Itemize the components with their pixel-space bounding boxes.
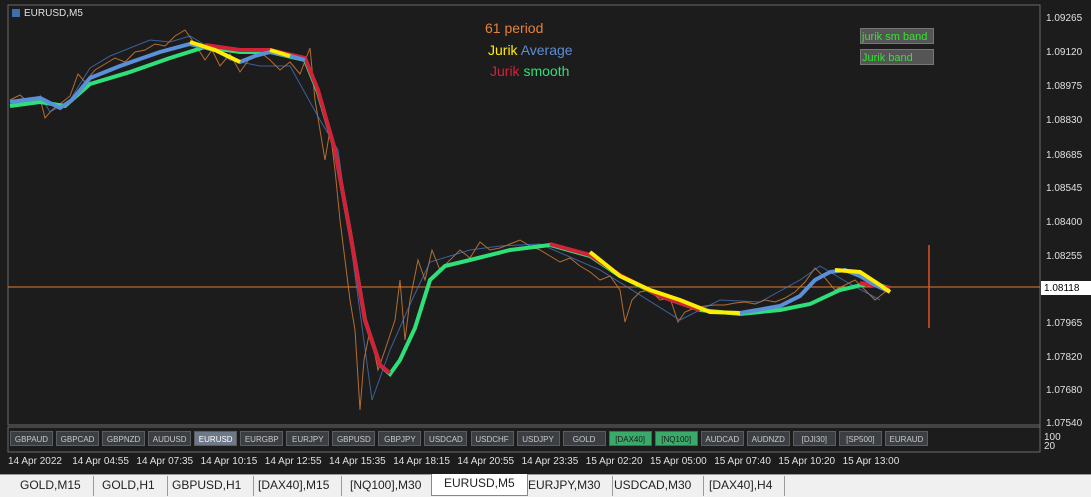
chart-symbol: EURUSD,M5 — [24, 8, 83, 19]
time-label: 14 Apr 18:15 — [393, 456, 450, 467]
symbol-button[interactable]: [NQ100] — [654, 431, 698, 446]
symbol-button[interactable]: [SP500] — [838, 431, 882, 446]
chart-tab[interactable]: GOLD,M15 — [8, 476, 94, 496]
time-label: 15 Apr 10:20 — [778, 456, 836, 467]
legend-word: Average — [520, 42, 573, 58]
time-label: 14 Apr 2022 — [8, 456, 62, 467]
chart-tab[interactable]: [DAX40],M15 — [246, 476, 343, 496]
band-label: Jurik band — [860, 49, 934, 65]
symbol-button[interactable]: GBPJPY — [378, 431, 422, 446]
jurik-average-up-3 — [834, 268, 892, 294]
time-label: 15 Apr 02:20 — [585, 456, 643, 467]
chart-tab[interactable]: GBPUSD,H1 — [160, 476, 255, 496]
current-price: 1.08118 — [1044, 283, 1080, 294]
price-bars — [9, 29, 891, 411]
jurik-average — [9, 41, 306, 111]
price-label: 1.08400 — [1046, 217, 1083, 228]
symbol-button[interactable]: GOLD — [562, 431, 606, 446]
time-label: 15 Apr 13:00 — [842, 456, 900, 467]
price-label: 1.09265 — [1046, 13, 1083, 24]
time-label: 14 Apr 04:55 — [72, 456, 129, 467]
time-label: 14 Apr 10:15 — [200, 456, 258, 467]
symbol-button[interactable]: EURGBP — [240, 431, 284, 446]
legend-word: smooth — [523, 63, 570, 79]
symbol-icon — [12, 9, 20, 17]
price-label: 1.08255 — [1046, 251, 1083, 262]
price-label: 1.08685 — [1046, 150, 1083, 161]
chart-tab[interactable]: GOLD,H1 — [90, 476, 168, 496]
chart-tab[interactable]: [DAX40],H4 — [697, 476, 786, 496]
symbol-button[interactable]: GBPUSD — [332, 431, 376, 446]
symbol-button[interactable]: AUDUSD — [148, 431, 192, 446]
symbol-button[interactable]: GBPAUD — [10, 431, 53, 446]
chart-tab[interactable]: USDCAD,M30 — [602, 476, 705, 496]
chart-tab[interactable]: EURJPY,M30 — [516, 476, 614, 496]
symbol-button[interactable]: USDCHF — [470, 431, 514, 446]
symbol-button[interactable]: [DAX40] — [608, 431, 652, 446]
price-label: 1.09120 — [1046, 47, 1083, 58]
time-label: 15 Apr 07:40 — [714, 456, 771, 467]
time-label: 14 Apr 15:35 — [329, 456, 386, 467]
legend-average: Jurik Average — [488, 42, 573, 58]
legend-period: 61 period — [485, 20, 544, 36]
chart-frame — [7, 4, 1041, 426]
current-price-box — [1041, 281, 1091, 295]
symbol-button[interactable]: GBPCAD — [56, 431, 100, 446]
price-label: 1.07540 — [1046, 418, 1083, 429]
symbol-button[interactable]: [DJI30] — [792, 431, 836, 446]
symbol-button[interactable]: EURUSD — [194, 431, 238, 446]
symbol-button[interactable]: EURAUD — [884, 431, 928, 446]
price-label: 1.08830 — [1046, 115, 1083, 126]
price-label: 1.07680 — [1046, 385, 1083, 396]
legend-smooth: Jurik smooth — [490, 63, 569, 79]
indicator-scale: 100 — [1044, 432, 1061, 443]
price-label: 1.08975 — [1046, 81, 1083, 92]
indicator-scale: 20 — [1044, 441, 1056, 452]
legend-word: Jurik — [490, 63, 520, 79]
time-label: 14 Apr 12:55 — [264, 456, 322, 467]
symbol-button[interactable]: AUDNZD — [746, 431, 790, 446]
time-label: 14 Apr 23:35 — [521, 456, 579, 467]
jurik-smooth-down — [204, 43, 392, 375]
chart-tab[interactable]: [NQ100],M30 — [338, 476, 435, 496]
chart-tab[interactable]: EURUSD,M5 — [431, 474, 528, 496]
jurik-average-2 — [739, 267, 891, 315]
symbol-button[interactable]: USDCAD — [424, 431, 468, 446]
symbol-button[interactable]: EURJPY — [286, 431, 330, 446]
symbol-button[interactable]: USDJPY — [516, 431, 560, 446]
price-label: 1.07820 — [1046, 352, 1083, 363]
jurik-average-up-2 — [588, 250, 741, 315]
symbol-button[interactable]: AUDCAD — [700, 431, 744, 446]
time-label: 14 Apr 07:35 — [136, 456, 194, 467]
tab-bar — [0, 474, 1091, 497]
price-label: 1.08545 — [1046, 183, 1083, 194]
time-label: 14 Apr 20:55 — [457, 456, 515, 467]
legend-word: Jurik — [488, 42, 518, 58]
symbol-button[interactable]: GBPNZD — [102, 431, 146, 446]
band-label: jurik sm band — [860, 28, 934, 44]
time-label: 15 Apr 05:00 — [650, 456, 707, 467]
jurik-average-up — [189, 40, 291, 64]
price-label: 1.07965 — [1046, 318, 1083, 329]
price-bars-down — [39, 35, 881, 401]
